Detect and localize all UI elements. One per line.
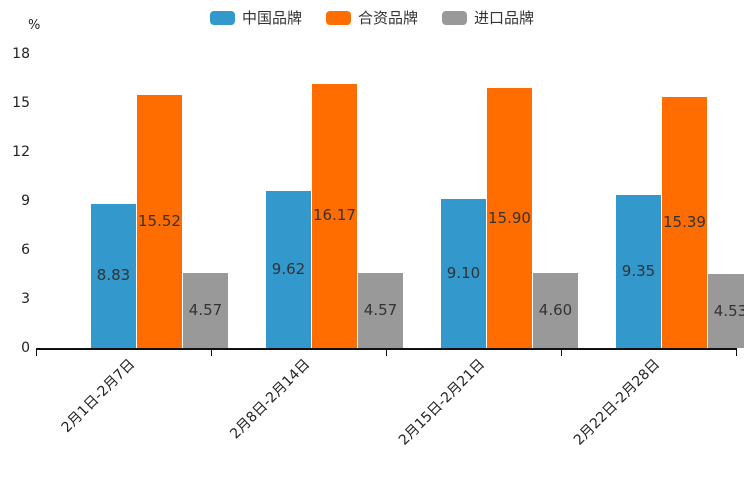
bar-value-label: 4.53: [713, 301, 744, 320]
legend-item-1[interactable]: 中国品牌: [209, 8, 302, 27]
y-axis-tick-label: 9: [21, 193, 30, 209]
y-axis-tick-label: 3: [21, 291, 30, 307]
bar-合资品牌-3[interactable]: 15.90: [487, 88, 532, 348]
bar-合资品牌-1[interactable]: 15.52: [137, 94, 182, 348]
x-axis-tick: [736, 350, 737, 356]
bar-进口品牌-3[interactable]: 4.60: [533, 272, 578, 348]
bar-中国品牌-4[interactable]: 9.35: [616, 195, 661, 348]
legend-item-2[interactable]: 合资品牌: [325, 8, 418, 27]
legend-marker-icon: [442, 11, 467, 25]
legend: 中国品牌 合资品牌 进口品牌: [0, 8, 744, 28]
x-axis-tick: [561, 350, 562, 356]
bar-value-label: 4.60: [538, 300, 573, 319]
y-axis-unit-label: %: [28, 18, 41, 33]
legend-label: 中国品牌: [241, 8, 302, 27]
bar-合资品牌-2[interactable]: 16.17: [312, 83, 357, 348]
x-axis-category-label: 2月1日-2月7日: [58, 356, 139, 436]
bar-进口品牌-4[interactable]: 4.53: [708, 274, 744, 348]
x-axis-line: [36, 348, 737, 350]
x-axis-category-label: 2月22日-2月28日: [570, 356, 664, 449]
x-axis-category-label: 2月15日-2月21日: [395, 356, 489, 449]
bar-中国品牌-3[interactable]: 9.10: [441, 199, 486, 348]
y-axis-tick-label: 6: [21, 242, 30, 258]
bar-value-label: 9.10: [446, 264, 481, 283]
bar-value-label: 16.17: [313, 206, 356, 225]
plot-area: 8.83 15.52 4.57 9.62 16.17 4.57 9.10 15.90 4.60 9…: [36, 54, 744, 348]
bar-中国品牌-2[interactable]: 9.62: [266, 190, 311, 348]
bar-中国品牌-1[interactable]: 8.83: [91, 203, 136, 348]
bar-value-label: 9.35: [621, 262, 656, 281]
y-axis-tick-label: 12: [12, 144, 30, 160]
bar-进口品牌-1[interactable]: 4.57: [183, 273, 228, 348]
y-axis-tick-label: 0: [21, 340, 30, 356]
x-axis-tick: [211, 350, 212, 356]
x-axis-tick: [386, 350, 387, 356]
bar-合资品牌-4[interactable]: 15.39: [662, 96, 707, 348]
bar-value-label: 8.83: [96, 266, 131, 285]
legend-item-3[interactable]: 进口品牌: [442, 8, 535, 27]
bar-value-label: 15.52: [138, 211, 181, 230]
bar-进口品牌-2[interactable]: 4.57: [358, 273, 403, 348]
y-axis-tick-label: 15: [12, 95, 30, 111]
bar-value-label: 4.57: [188, 301, 223, 320]
bar-value-label: 4.57: [363, 301, 398, 320]
legend-label: 进口品牌: [474, 8, 535, 27]
legend-label: 合资品牌: [357, 8, 418, 27]
x-axis-category-label: 2月8日-2月14日: [227, 356, 314, 443]
legend-marker-icon: [325, 11, 351, 25]
legend-marker-icon: [209, 11, 235, 25]
bar-value-label: 15.39: [663, 212, 706, 231]
x-axis-tick: [36, 350, 37, 356]
bar-value-label: 15.90: [488, 208, 531, 227]
bar-value-label: 9.62: [271, 259, 306, 278]
y-axis-tick-label: 18: [12, 46, 30, 62]
